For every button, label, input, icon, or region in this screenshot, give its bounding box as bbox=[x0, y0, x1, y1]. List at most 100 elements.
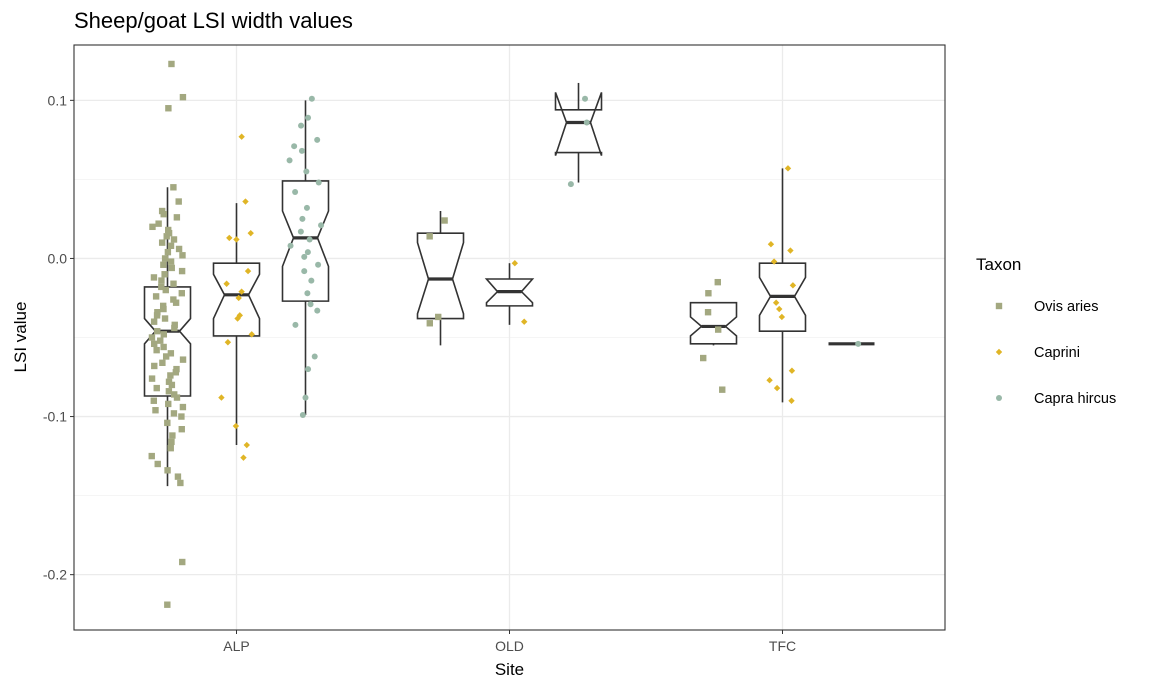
x-tick-label: TFC bbox=[769, 638, 796, 654]
legend-item-ovis-aries: Ovis aries bbox=[995, 299, 1098, 315]
data-point bbox=[162, 353, 170, 360]
box-body bbox=[281, 180, 330, 302]
data-point bbox=[582, 95, 589, 102]
data-point bbox=[855, 340, 862, 347]
legend: Taxon Ovis aries Caprini Capra hircus bbox=[976, 255, 1116, 407]
data-point bbox=[175, 245, 183, 253]
data-point bbox=[240, 454, 247, 461]
data-point bbox=[315, 179, 322, 186]
data-point bbox=[315, 261, 322, 268]
data-point bbox=[178, 267, 186, 275]
data-point bbox=[164, 601, 171, 608]
boxplot-caprini-old bbox=[484, 263, 535, 325]
data-point bbox=[160, 305, 167, 313]
boxplot-ovis-aries-old bbox=[416, 211, 465, 346]
data-point bbox=[787, 247, 794, 254]
data-point bbox=[235, 294, 242, 302]
data-point bbox=[308, 277, 315, 284]
data-point bbox=[292, 321, 299, 328]
data-point bbox=[148, 375, 156, 382]
data-point bbox=[435, 313, 442, 321]
y-tick-label: -0.1 bbox=[43, 409, 67, 425]
data-point bbox=[161, 315, 169, 322]
data-point bbox=[170, 184, 177, 191]
data-point bbox=[154, 460, 161, 468]
data-point bbox=[700, 354, 707, 362]
data-point bbox=[150, 274, 158, 281]
data-point bbox=[167, 444, 174, 452]
data-point bbox=[301, 268, 308, 275]
data-point bbox=[298, 147, 305, 154]
data-point bbox=[152, 293, 160, 300]
data-point bbox=[165, 388, 173, 395]
data-point bbox=[305, 366, 312, 373]
legend-item-capra-hircus: Capra hircus bbox=[996, 391, 1116, 407]
data-point bbox=[996, 395, 1002, 401]
data-point bbox=[158, 277, 165, 284]
data-point bbox=[218, 394, 225, 401]
data-point bbox=[177, 479, 184, 487]
x-tick-label: OLD bbox=[495, 638, 524, 654]
data-point bbox=[307, 301, 314, 308]
data-point bbox=[299, 215, 306, 222]
data-point bbox=[153, 346, 160, 354]
data-point bbox=[160, 261, 167, 268]
data-point bbox=[226, 234, 233, 242]
data-point bbox=[306, 236, 313, 243]
y-tick-label: -0.2 bbox=[43, 567, 67, 583]
data-point bbox=[789, 282, 797, 289]
data-point bbox=[159, 359, 166, 366]
data-point bbox=[778, 313, 786, 321]
data-point bbox=[167, 350, 175, 357]
data-point bbox=[299, 411, 306, 418]
box-body bbox=[212, 262, 261, 337]
data-point bbox=[788, 367, 796, 374]
data-point bbox=[162, 286, 169, 294]
point-layer bbox=[148, 60, 862, 608]
data-point bbox=[170, 410, 178, 417]
data-point bbox=[168, 60, 175, 68]
data-point bbox=[164, 248, 172, 256]
data-point bbox=[292, 189, 299, 196]
data-point bbox=[314, 307, 321, 314]
legend-title: Taxon bbox=[976, 255, 1021, 274]
data-point bbox=[719, 386, 726, 393]
boxplot-capra-hircus-alp bbox=[281, 100, 330, 415]
data-point bbox=[153, 384, 160, 392]
boxplot-caprini-tfc bbox=[758, 168, 807, 403]
data-point bbox=[149, 223, 156, 231]
data-point bbox=[704, 309, 712, 316]
data-point bbox=[776, 305, 783, 313]
data-point bbox=[171, 324, 178, 332]
data-point bbox=[426, 233, 433, 240]
boxplot-caprini-alp bbox=[212, 203, 261, 446]
data-point bbox=[148, 452, 155, 460]
data-point bbox=[304, 249, 311, 256]
data-point bbox=[286, 157, 293, 164]
data-point bbox=[714, 278, 721, 286]
data-point bbox=[157, 337, 164, 344]
data-point bbox=[304, 290, 311, 297]
data-point bbox=[244, 267, 252, 275]
data-point bbox=[242, 198, 249, 205]
data-point bbox=[238, 133, 245, 140]
data-point bbox=[441, 217, 448, 224]
data-point bbox=[170, 236, 178, 243]
box-layer bbox=[143, 82, 875, 487]
data-point bbox=[158, 283, 165, 291]
data-point bbox=[172, 369, 180, 376]
data-point bbox=[175, 198, 182, 205]
data-point bbox=[172, 299, 180, 306]
data-point bbox=[567, 181, 574, 188]
axis-layer: 0.1 0.0 -0.1 -0.2 ALP OLD TFC bbox=[43, 92, 796, 654]
data-point bbox=[160, 210, 167, 218]
y-tick-label: 0.0 bbox=[48, 250, 68, 266]
data-point bbox=[168, 264, 175, 272]
data-point bbox=[155, 220, 162, 227]
data-point bbox=[179, 252, 186, 259]
data-point bbox=[224, 339, 232, 346]
data-point bbox=[766, 376, 773, 384]
data-point bbox=[248, 331, 255, 338]
data-point bbox=[164, 467, 171, 474]
